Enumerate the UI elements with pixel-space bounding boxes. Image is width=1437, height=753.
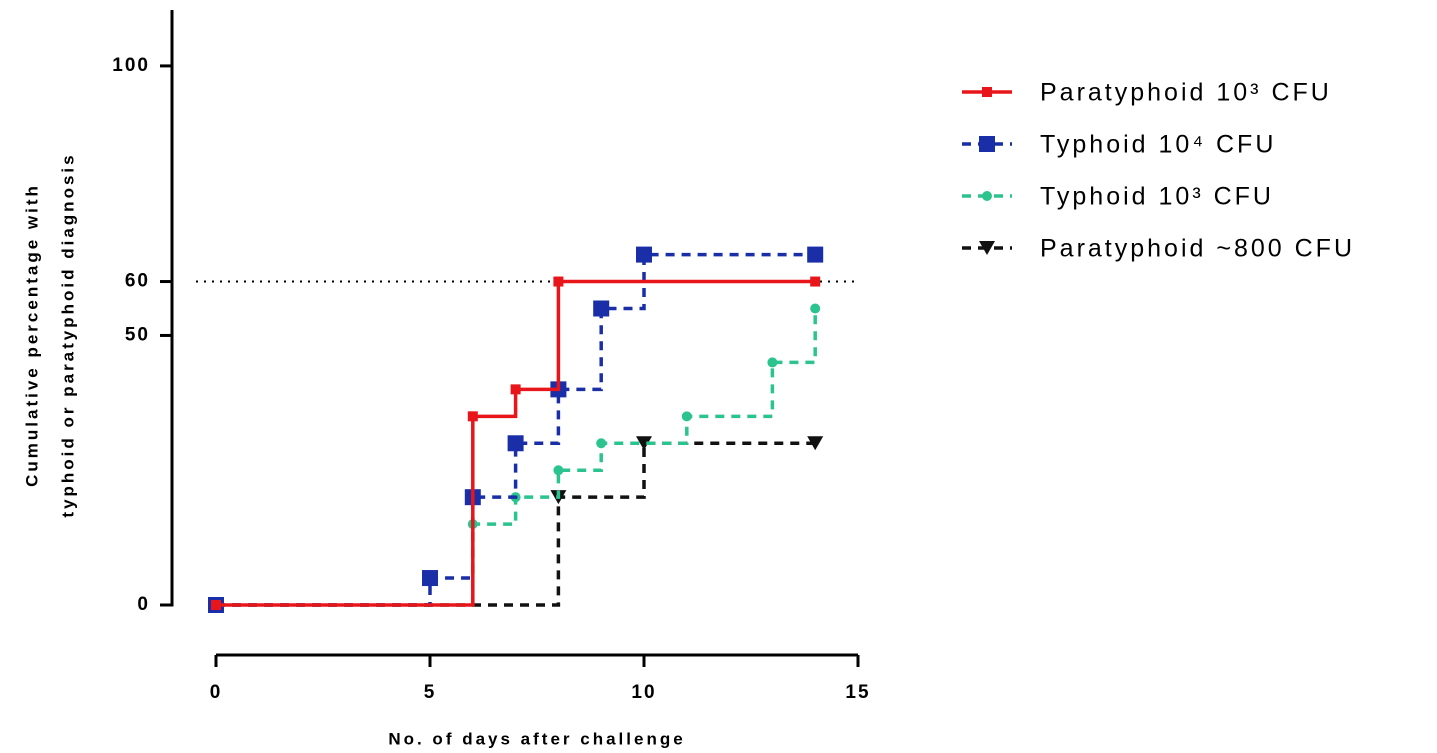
y-tick-label: 100 xyxy=(112,55,150,76)
y-tick-label: 0 xyxy=(137,594,150,615)
y-axis-label: typhoid or paratyphoid diagnosis xyxy=(58,152,77,517)
legend-label: Typhoid 10³ CFU xyxy=(1040,183,1274,211)
marker xyxy=(767,357,778,368)
marker xyxy=(507,435,524,452)
x-tick-label: 15 xyxy=(845,682,870,703)
marker xyxy=(807,246,824,263)
x-tick-label: 0 xyxy=(210,682,223,703)
step-line xyxy=(216,252,816,607)
step-line xyxy=(216,308,817,607)
y-axis-label: Cumulative percentage with xyxy=(22,183,41,487)
y-tick-label: 60 xyxy=(125,271,150,292)
marker xyxy=(681,411,692,422)
marker xyxy=(211,600,221,610)
marker xyxy=(810,276,821,287)
legend-marker xyxy=(982,191,992,201)
marker xyxy=(596,438,607,449)
legend-marker xyxy=(979,136,995,152)
marker xyxy=(636,246,652,263)
marker xyxy=(510,384,521,395)
legend-label: Paratyphoid 10³ CFU xyxy=(1040,79,1332,107)
legend-marker xyxy=(979,241,995,255)
x-axis-label: No. of days after challenge xyxy=(388,729,685,748)
marker xyxy=(467,411,478,422)
marker xyxy=(553,276,564,287)
marker xyxy=(810,303,821,314)
marker xyxy=(593,300,610,317)
legend-marker xyxy=(982,87,992,97)
y-tick-label: 50 xyxy=(125,324,150,345)
marker xyxy=(807,436,824,451)
marker xyxy=(553,465,564,476)
x-tick-label: 10 xyxy=(631,682,656,703)
legend-label: Paratyphoid ~800 CFU xyxy=(1040,235,1355,263)
step-line xyxy=(216,279,816,607)
legend-label: Typhoid 10⁴ CFU xyxy=(1040,131,1276,159)
x-tick-label: 5 xyxy=(424,682,437,703)
marker xyxy=(422,570,438,587)
marker xyxy=(636,436,652,451)
